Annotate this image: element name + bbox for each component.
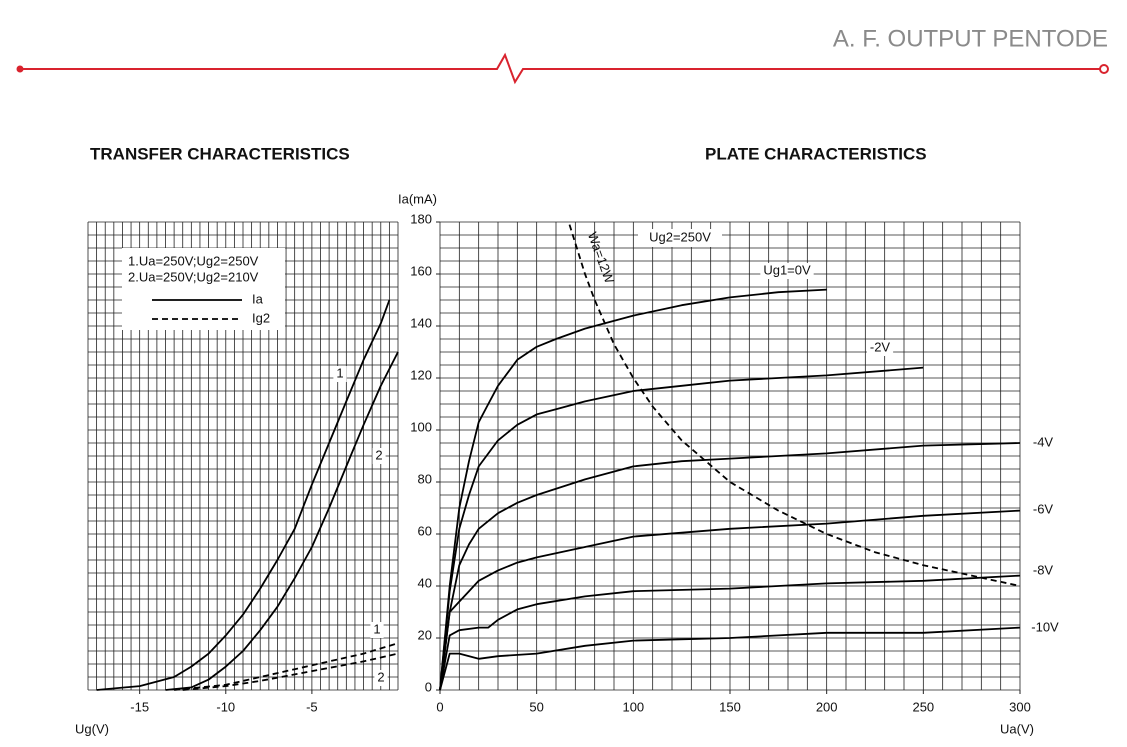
x-axis-label: Ug(V) [75, 721, 109, 736]
y-tick-label: 0 [425, 679, 432, 694]
rule-dot [16, 65, 24, 73]
chart-title: TRANSFER CHARACTERISTICS [90, 144, 350, 163]
label-background [370, 622, 384, 638]
label-background [372, 448, 386, 464]
y-tick-label: 60 [418, 523, 432, 538]
label-background [1028, 620, 1062, 636]
curve [174, 642, 399, 691]
curve-label: 1 [373, 621, 380, 636]
x-tick-label: 100 [622, 699, 644, 714]
y-tick-label: 100 [410, 419, 432, 434]
x-tick-label: 300 [1009, 699, 1031, 714]
x-tick-label: -5 [306, 699, 318, 714]
x-tick-label: 150 [719, 699, 741, 714]
curve [182, 652, 399, 691]
curve [96, 299, 391, 691]
y-tick-label: 80 [418, 471, 432, 486]
curve [439, 366, 924, 691]
label-background [374, 670, 388, 686]
legend-label: Ig2 [252, 310, 270, 325]
header-rule [20, 52, 1100, 85]
curve [439, 288, 827, 691]
header-title: A. F. OUTPUT PENTODE [833, 25, 1108, 52]
x-tick-label: 200 [816, 699, 838, 714]
label-background [638, 229, 722, 247]
curve [439, 626, 1021, 691]
curve-label: 2 [377, 669, 384, 684]
curve [439, 509, 1021, 691]
label-background [1029, 502, 1057, 518]
label-background [333, 366, 347, 382]
x-axis-label: Ua(V) [1000, 721, 1034, 736]
label-background [1029, 435, 1057, 451]
curve-label: 1 [336, 365, 343, 380]
curve [439, 574, 1021, 691]
legend-box [122, 248, 285, 330]
curve [568, 224, 1021, 587]
x-tick-label: -15 [130, 699, 149, 714]
curve-label: Ug1=0V [763, 262, 811, 277]
x-tick-label: 0 [436, 699, 443, 714]
curve-label: -4V [1033, 434, 1054, 449]
chart-title: PLATE CHARACTERISTICS [705, 144, 927, 163]
y-tick-label: 140 [410, 315, 432, 330]
y-tick-label: 120 [410, 367, 432, 382]
legend-condition: 2.Ua=250V;Ug2=210V [128, 269, 259, 284]
curve-label: -6V [1033, 501, 1054, 516]
y-tick-label: 20 [418, 627, 432, 642]
label-background [760, 263, 814, 279]
annotation: Ug2=250V [649, 229, 711, 244]
x-tick-label: -10 [216, 699, 235, 714]
curve-label: -8V [1033, 562, 1054, 577]
x-tick-label: 50 [529, 699, 543, 714]
legend-condition: 1.Ua=250V;Ug2=250V [128, 253, 259, 268]
rule-dot [1099, 64, 1109, 74]
x-tick-label: 250 [912, 699, 934, 714]
curve [165, 351, 399, 691]
plot-area [439, 221, 1021, 691]
y-tick-label: 180 [410, 211, 432, 226]
curve-label: -10V [1031, 619, 1059, 634]
label-background [1029, 563, 1057, 579]
legend-label: Ia [252, 291, 264, 306]
y-tick-label: 160 [410, 263, 432, 278]
curve [439, 442, 1021, 691]
y-axis-label: Ia(mA) [398, 191, 437, 206]
label-background [866, 340, 894, 356]
curve-label: -2V [870, 339, 891, 354]
y-tick-label: 40 [418, 575, 432, 590]
curve-label: 2 [375, 447, 382, 462]
